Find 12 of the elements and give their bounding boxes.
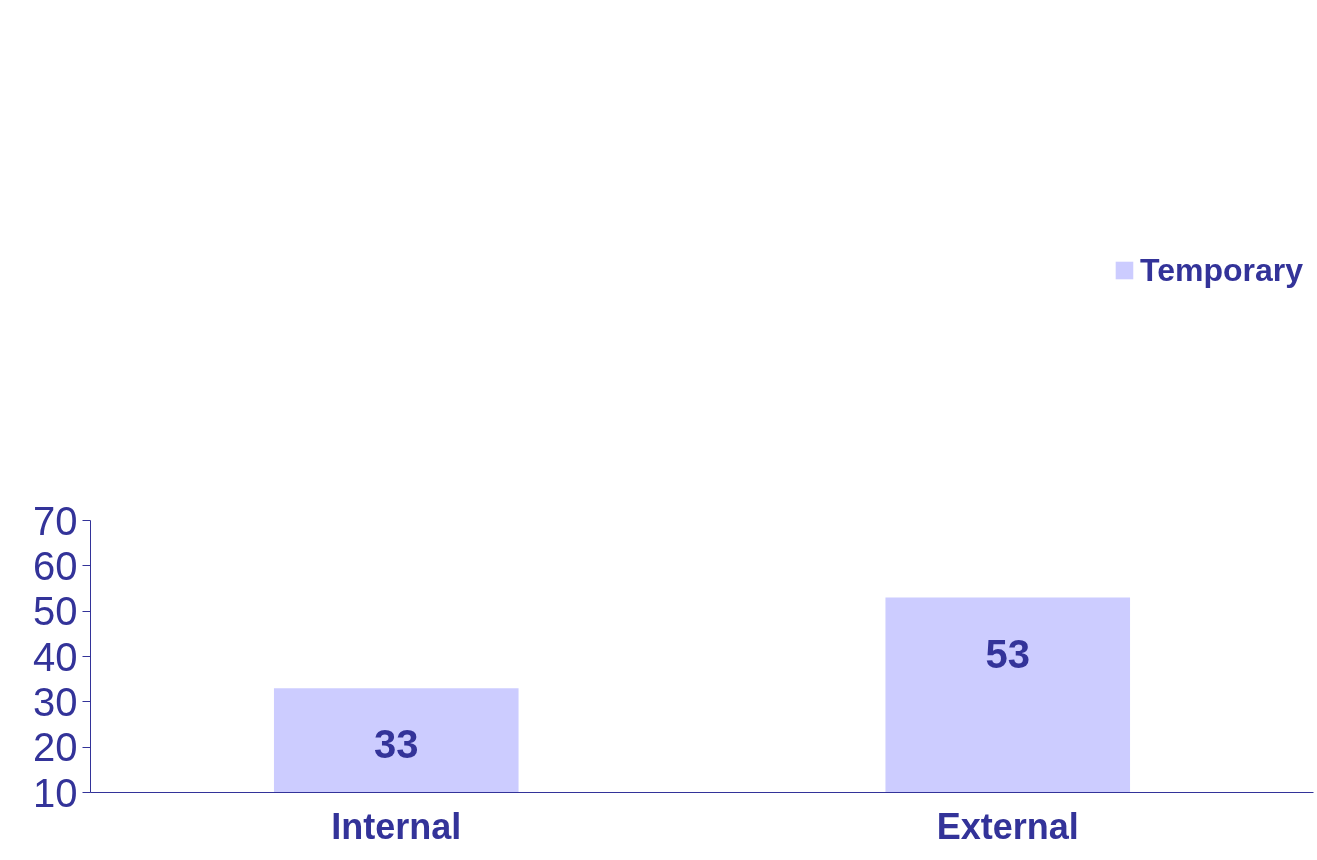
legend-label: Temporary <box>1139 251 1303 289</box>
data-label: 33 <box>374 722 419 767</box>
y-tick-label: 60 <box>33 543 78 588</box>
y-tick-label: 10 <box>33 770 78 815</box>
y-tick-label: 70 <box>33 498 78 543</box>
data-label: 53 <box>985 631 1030 676</box>
y-tick-label: 20 <box>33 725 78 770</box>
y-tick-label: 40 <box>33 634 78 679</box>
y-tick-label: 50 <box>33 589 78 634</box>
y-tick-label: 30 <box>33 679 78 724</box>
x-tick-label: Internal <box>331 805 462 847</box>
x-tick-label: External <box>936 805 1079 847</box>
